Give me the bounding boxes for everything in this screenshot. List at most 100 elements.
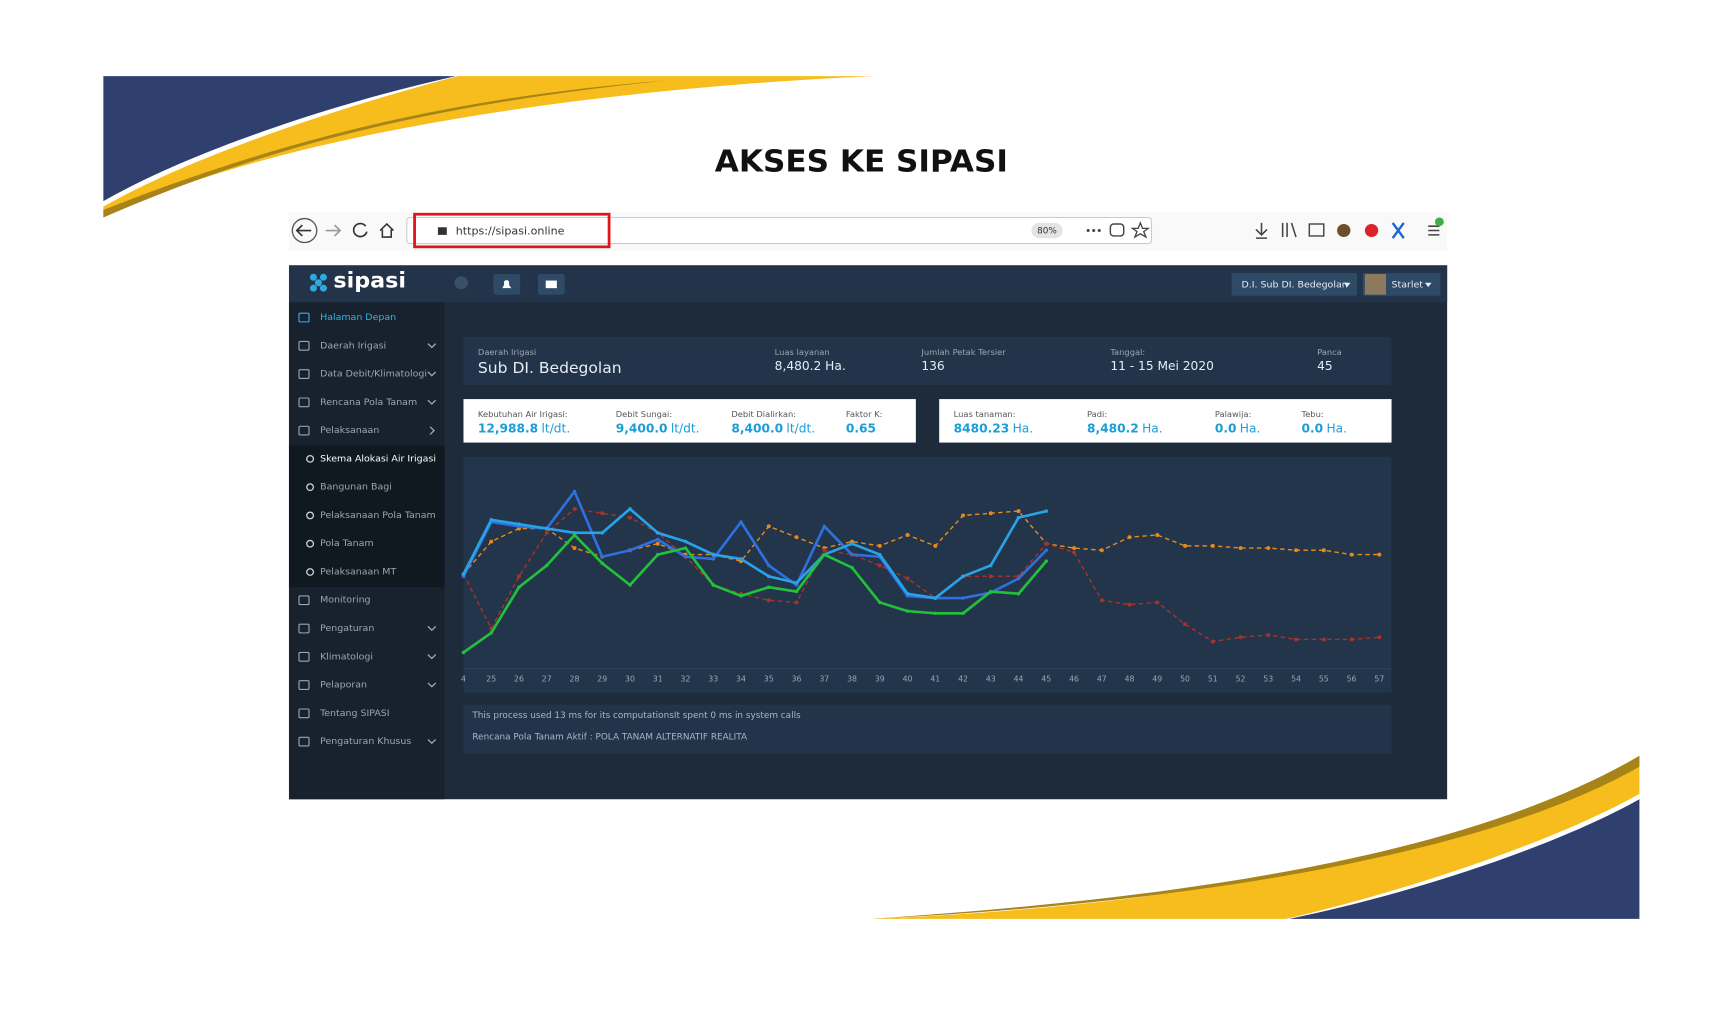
info-value: 8,480.2 Ha. <box>775 359 846 373</box>
data-point <box>1321 548 1326 553</box>
menu-item[interactable]: Skema Alokasi Air Irigasi <box>320 453 436 464</box>
submenu-bullet <box>306 511 315 520</box>
library-icon[interactable] <box>1281 222 1297 238</box>
data-point <box>794 600 799 605</box>
data-point <box>600 555 605 559</box>
menu-item[interactable]: Pengaturan <box>320 623 374 634</box>
menu-item[interactable]: Monitoring <box>320 595 371 606</box>
logo-text[interactable]: sipasi <box>333 269 406 294</box>
stat-value: 12,988.8 <box>478 421 538 435</box>
address-bar[interactable] <box>406 216 1153 245</box>
pocket-icon[interactable] <box>1109 223 1125 237</box>
x-tick-label: 44 <box>1014 675 1024 684</box>
menu-item[interactable]: Rencana Pola Tanam <box>320 397 417 408</box>
extension-icon[interactable] <box>1337 224 1351 238</box>
menu-item[interactable]: Pelaksanaan Pola Tanam <box>320 510 436 521</box>
data-point <box>850 565 854 570</box>
stat-value: 8,400.0 <box>731 421 783 435</box>
menu-item[interactable]: Pelaksanaan MT <box>320 567 396 578</box>
data-point <box>1099 548 1104 553</box>
stat-value-line: 8,480.2 Ha. <box>1087 421 1163 435</box>
menu-icon <box>298 369 310 379</box>
data-point <box>655 552 660 557</box>
stat-value: 8,480.2 <box>1087 421 1139 435</box>
dot <box>1097 229 1101 233</box>
data-point <box>1016 509 1021 514</box>
menu-icon <box>298 340 310 351</box>
data-point <box>1044 509 1049 513</box>
data-point <box>655 537 660 542</box>
data-point <box>961 574 965 579</box>
logo-icon <box>309 273 327 292</box>
data-point <box>905 609 910 613</box>
info-label: Tanggal: <box>1109 347 1145 357</box>
menu-icon[interactable] <box>1428 225 1440 236</box>
dot <box>1086 229 1090 233</box>
menu-item[interactable]: Pelaksanaan <box>320 425 379 436</box>
menu-item[interactable]: Klimatologi <box>320 651 373 662</box>
zoom-badge[interactable] <box>1031 222 1063 239</box>
data-point <box>1016 576 1021 581</box>
menu-item[interactable]: Pengaturan Khusus <box>320 736 411 747</box>
logo-dot <box>319 273 327 281</box>
data-point <box>600 511 605 516</box>
menu-item[interactable]: Data Debit/Klimatologi <box>320 369 427 380</box>
menu-icon <box>298 397 310 408</box>
menu-icon <box>298 736 310 747</box>
adblock-icon[interactable] <box>1364 224 1379 238</box>
chevron-down <box>427 399 437 405</box>
dot <box>1092 229 1096 233</box>
data-point <box>961 611 965 616</box>
info-value: 136 <box>921 359 944 373</box>
bookmark-icon[interactable] <box>1130 221 1151 239</box>
submenu-bg <box>288 445 445 588</box>
x-tick-label: 57 <box>1374 675 1384 684</box>
data-point <box>489 631 494 635</box>
forward-icon[interactable] <box>325 224 342 237</box>
data-point <box>544 563 549 568</box>
sidebar-icon[interactable] <box>1308 223 1325 237</box>
menu-item[interactable]: Bangunan Bagi <box>320 482 392 493</box>
swoosh-gold <box>103 76 875 218</box>
data-point <box>516 574 521 579</box>
menu-item[interactable]: Pola Tanam <box>320 538 373 549</box>
home-icon[interactable] <box>379 222 395 238</box>
data-point <box>1210 543 1215 548</box>
collapse-button[interactable] <box>454 276 468 290</box>
data-point <box>683 546 688 550</box>
menu-item[interactable]: Halaman Depan <box>320 312 396 323</box>
stat-label: Kebutuhan Air Irigasi: <box>478 409 568 419</box>
data-point <box>461 572 466 576</box>
stat-unit: Ha. <box>1240 421 1261 435</box>
back-button[interactable] <box>291 217 318 244</box>
data-point <box>1294 548 1299 553</box>
user-name: Starlet <box>1392 279 1424 290</box>
menu-item[interactable]: Pelaporan <box>320 680 367 691</box>
reload-icon[interactable] <box>352 222 368 238</box>
menu-item[interactable]: Tentang SIPASI <box>319 708 389 719</box>
chevron-down <box>427 738 437 745</box>
data-point <box>933 596 938 600</box>
data-point <box>600 531 605 535</box>
data-point <box>739 594 743 598</box>
data-point <box>544 526 549 531</box>
url[interactable]: https://sipasi.online <box>456 225 565 238</box>
menu-item[interactable]: Daerah Irigasi <box>320 340 386 351</box>
region-dropdown[interactable] <box>1231 272 1358 296</box>
data-point <box>572 546 577 551</box>
water-stats-card <box>463 399 916 443</box>
data-point <box>905 533 910 537</box>
data-point <box>794 589 799 594</box>
stat-value-line: 9,400.0 lt/dt. <box>616 421 700 435</box>
data-point <box>1016 591 1021 596</box>
x-extension-icon[interactable] <box>1391 222 1405 239</box>
data-point <box>655 541 660 546</box>
stat-value-line: 0.0 Ha. <box>1302 421 1348 435</box>
download-icon[interactable] <box>1255 222 1268 239</box>
x-tick-label: 42 <box>958 675 968 684</box>
x-tick-label: 40 <box>903 675 913 684</box>
info-label: Jumlah Petak Tersier <box>920 347 1006 357</box>
series-line <box>462 490 1048 600</box>
data-point <box>988 574 993 579</box>
data-point <box>655 531 660 535</box>
